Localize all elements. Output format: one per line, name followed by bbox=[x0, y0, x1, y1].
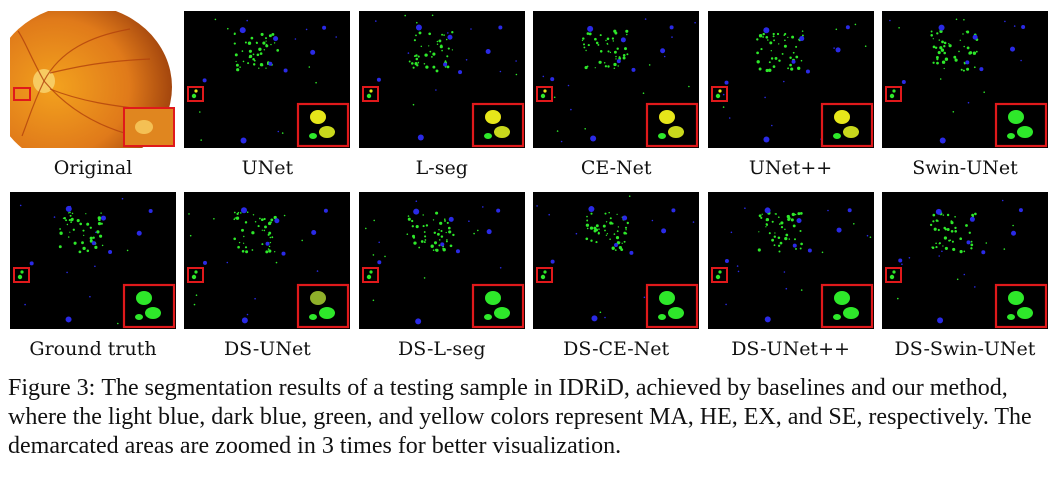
segmentation-map bbox=[10, 192, 176, 329]
panel-unet-plus-plus: UNet++ bbox=[707, 11, 874, 180]
figure-grid: Original UNet L-seg CE-Net UNet++ Swin-U… bbox=[10, 11, 1048, 361]
segmentation-map bbox=[358, 192, 525, 329]
panel-label: DS-UNet bbox=[223, 338, 311, 360]
panel-ds-swin-unet: DS-Swin-UNet bbox=[881, 192, 1048, 361]
panel-image bbox=[10, 11, 176, 148]
panel-image bbox=[184, 192, 351, 329]
segmentation-map bbox=[881, 11, 1048, 148]
panel-image bbox=[533, 11, 700, 148]
panel-ds-l-seg: DS-L-seg bbox=[358, 192, 525, 361]
panel-swin-unet: Swin-UNet bbox=[881, 11, 1048, 180]
panel-image bbox=[184, 11, 351, 148]
panel-image bbox=[358, 11, 525, 148]
segmentation-map bbox=[533, 11, 700, 148]
panel-image bbox=[881, 192, 1048, 329]
panel-label: UNet bbox=[241, 157, 294, 179]
panel-label: Ground truth bbox=[29, 338, 157, 360]
panel-label: L-seg bbox=[415, 157, 468, 179]
segmentation-map bbox=[707, 11, 874, 148]
panel-label: Swin-UNet bbox=[912, 157, 1018, 179]
figure-row-2: Ground truth DS-UNet DS-L-seg DS-CE-Net … bbox=[10, 192, 1048, 361]
panel-label: CE-Net bbox=[580, 157, 652, 179]
figure-caption: Figure 3: The segmentation results of a t… bbox=[8, 374, 1048, 461]
panel-label: DS-L-seg bbox=[398, 338, 486, 360]
panel-image bbox=[881, 11, 1048, 148]
fundus-image bbox=[10, 11, 176, 148]
segmentation-map bbox=[881, 192, 1048, 329]
segmentation-map bbox=[184, 192, 351, 329]
panel-label: DS-CE-Net bbox=[563, 338, 670, 360]
panel-image bbox=[10, 192, 176, 329]
panel-original: Original bbox=[10, 11, 176, 180]
segmentation-map bbox=[184, 11, 351, 148]
caption-text: The segmentation results of a testing sa… bbox=[8, 375, 1032, 459]
panel-label: Original bbox=[53, 157, 133, 179]
panel-ds-unet-plus-plus: DS-UNet++ bbox=[707, 192, 874, 361]
panel-image bbox=[707, 192, 874, 329]
panel-ds-unet: DS-UNet bbox=[184, 192, 351, 361]
segmentation-map bbox=[707, 192, 874, 329]
panel-ds-ce-net: DS-CE-Net bbox=[533, 192, 700, 361]
panel-image bbox=[707, 11, 874, 148]
panel-l-seg: L-seg bbox=[358, 11, 525, 180]
panel-ce-net: CE-Net bbox=[533, 11, 700, 180]
panel-ground-truth: Ground truth bbox=[10, 192, 176, 361]
panel-label: UNet++ bbox=[748, 157, 833, 179]
panel-label: DS-Swin-UNet bbox=[894, 338, 1036, 360]
panel-image bbox=[358, 192, 525, 329]
segmentation-map bbox=[358, 11, 525, 148]
figure-number: Figure 3: bbox=[8, 375, 96, 401]
figure-row-1: Original UNet L-seg CE-Net UNet++ Swin-U… bbox=[10, 11, 1048, 180]
panel-label: DS-UNet++ bbox=[731, 338, 850, 360]
panel-image bbox=[533, 192, 700, 329]
segmentation-map bbox=[533, 192, 700, 329]
panel-unet: UNet bbox=[184, 11, 351, 180]
